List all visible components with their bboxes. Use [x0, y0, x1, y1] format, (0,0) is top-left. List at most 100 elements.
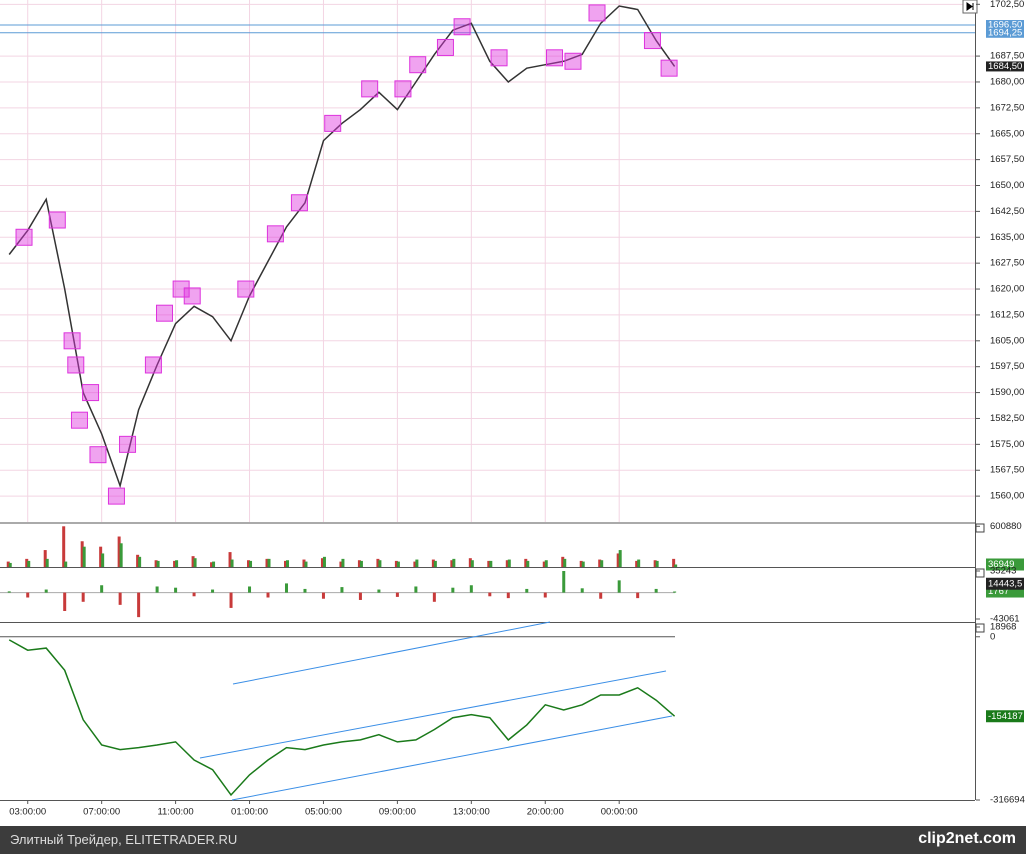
delta-bar: [248, 586, 252, 593]
volume-bar: [431, 559, 435, 567]
volume-bar: [285, 560, 289, 567]
grid: [0, 0, 975, 638]
delta-bar: [118, 592, 122, 605]
level-label: 1684,50: [988, 61, 1022, 72]
y-tick-label: 1627,50: [990, 258, 1024, 269]
volume-bar: [62, 526, 66, 567]
level-label: 1696,50: [988, 20, 1022, 31]
signal-box: [119, 435, 137, 453]
y-tick-label: 1702,50: [990, 0, 1024, 10]
volume-bar: [230, 559, 234, 567]
volume-bar: [378, 560, 382, 567]
volume-bar: [341, 558, 345, 567]
y-tick-label: 35243: [990, 566, 1016, 577]
volume-bar: [507, 559, 511, 567]
volume-bar: [25, 558, 29, 567]
volume-bar: [154, 560, 158, 567]
volume-bar: [635, 560, 639, 567]
volume-bar: [470, 560, 474, 567]
y-tick-label: 1650,00: [990, 180, 1024, 191]
value-badge: [986, 710, 1024, 723]
y-tick-label: 0: [990, 631, 995, 642]
x-tick-label: 20:00:00: [527, 807, 564, 818]
delta-bar: [137, 592, 141, 618]
volume-bar: [101, 553, 105, 567]
signal-box: [409, 56, 427, 74]
footer-text: Элитный Трейдер, ELITETRADER.RU: [10, 832, 238, 847]
volume-bar: [247, 560, 251, 567]
signal-box: [82, 384, 100, 402]
delta-bar: [155, 586, 159, 593]
y-tick-label: 1567,50: [990, 465, 1024, 476]
volume-bar: [579, 560, 583, 567]
x-tick-label: 13:00:00: [453, 807, 490, 818]
volume-bar: [138, 556, 142, 567]
y-tick-label: 1590,00: [990, 387, 1024, 398]
value-badge-label: 1767: [988, 586, 1009, 597]
y-tick-label: 1635,00: [990, 232, 1024, 243]
y-tick-label: 1560,00: [990, 491, 1024, 502]
level-badge: [986, 20, 1024, 31]
value-badge-label: 14443,5: [988, 578, 1022, 589]
volume-bar: [526, 560, 530, 567]
signal-box: [266, 225, 284, 243]
level-label: 1694,25: [988, 27, 1022, 38]
volume-bar: [212, 561, 216, 567]
delta-bar: [599, 592, 603, 599]
panel-close[interactable]: [975, 523, 985, 533]
delta-bar: [432, 592, 436, 602]
volume-bar: [82, 546, 86, 567]
volume-bar: [563, 558, 567, 567]
panel-close[interactable]: [975, 623, 985, 633]
volume-bar: [302, 559, 306, 567]
volume-bar: [487, 560, 491, 567]
signal-box: [70, 411, 88, 429]
delta-bar: [229, 592, 233, 608]
y-tick-label: 1612,50: [990, 309, 1024, 320]
footer: Элитный Трейдер, ELITETRADER.RU clip2net…: [0, 826, 1026, 854]
y-tick-label: 1605,00: [990, 335, 1024, 346]
delta-bar: [525, 588, 529, 593]
volume-bar: [561, 556, 565, 567]
signal-box: [643, 32, 661, 50]
y-tick-label: 1575,00: [990, 439, 1024, 450]
delta-bar: [580, 588, 584, 593]
x-tick-label: 11:00:00: [157, 807, 193, 818]
y-tick-label: 1672,50: [990, 102, 1024, 113]
delta-bar: [377, 589, 381, 593]
volume-bar: [64, 561, 68, 567]
delta-bar: [562, 571, 566, 593]
signal-box: [144, 356, 162, 374]
y-tick-label: 1665,00: [990, 128, 1024, 139]
volume-bar: [357, 560, 361, 567]
signal-box: [546, 49, 564, 67]
y-tick-label: 600880: [990, 521, 1022, 532]
signal-box: [324, 114, 342, 132]
volume-bar: [544, 560, 548, 567]
volume-bar: [249, 560, 253, 567]
signal-box: [63, 332, 81, 350]
price-line: [8, 5, 676, 489]
value-badge-label: 36949: [988, 559, 1014, 570]
signal-box: [172, 280, 190, 298]
volume-bar: [450, 560, 454, 567]
delta-bar: [266, 592, 270, 598]
volume-bar: [193, 558, 197, 567]
volume-bar: [6, 561, 10, 567]
panel-close[interactable]: [975, 568, 985, 578]
y-tick-label: 1687,50: [990, 51, 1024, 62]
volume-bar: [265, 558, 269, 567]
volume-bar: [339, 561, 343, 567]
signal-box: [48, 211, 66, 229]
volume-bar: [598, 559, 602, 567]
trend-line: [231, 715, 673, 801]
volume-bar: [542, 561, 546, 567]
delta-bar: [63, 592, 67, 611]
volume-bar: [119, 543, 123, 567]
y-tick-label: 1642,50: [990, 206, 1024, 217]
x-tick-label: 07:00:00: [83, 807, 120, 818]
delta-bar: [617, 580, 621, 593]
volume-bar: [468, 558, 472, 567]
value-badge-label: -154187: [988, 711, 1023, 722]
footer-brand: clip2net.com: [918, 830, 1016, 847]
